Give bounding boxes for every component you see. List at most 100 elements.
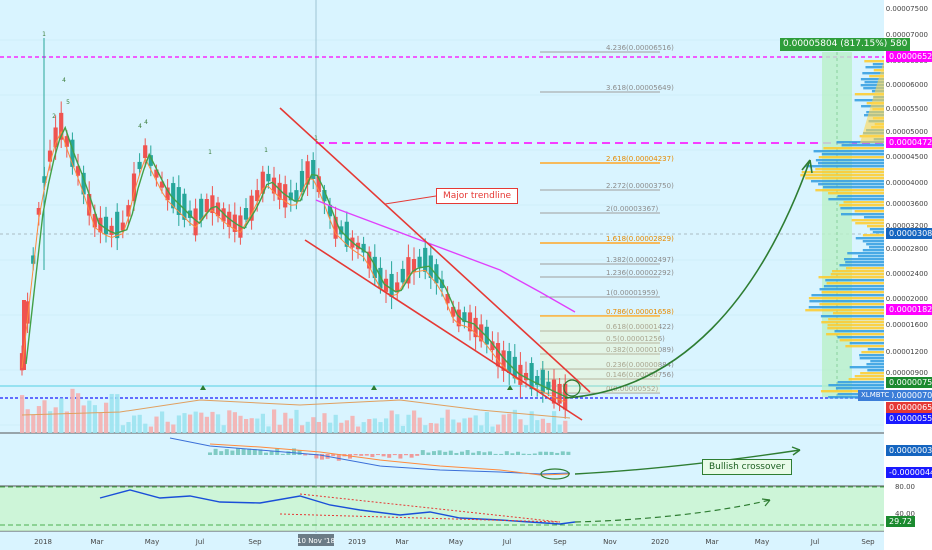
profile-bar	[872, 63, 884, 66]
price-axis-tick: 0.00005500	[886, 105, 928, 113]
time-axis-label: May	[145, 538, 159, 546]
fib-level-label: 0.5(0.00001256)	[606, 335, 665, 343]
candle-body	[221, 208, 226, 222]
profile-bar	[818, 183, 884, 186]
volume-bar	[507, 413, 512, 433]
time-axis-label: Sep	[248, 538, 262, 546]
profile-bar	[825, 279, 884, 282]
profile-bar	[821, 291, 884, 294]
macd-histogram-bar	[566, 451, 571, 455]
moving-averages	[21, 125, 576, 403]
rsi-divergence-line-top	[299, 493, 561, 523]
volume-bar	[484, 412, 489, 433]
profile-bar	[820, 390, 884, 393]
volume-bar	[540, 418, 545, 433]
macd-histogram-bar	[409, 454, 414, 458]
time-axis-label: Sep	[553, 538, 567, 546]
volume-bar	[48, 411, 53, 433]
macd-histogram-bar	[544, 451, 548, 455]
candle-body	[507, 351, 512, 373]
profile-bar	[828, 198, 884, 201]
candle-body	[294, 190, 299, 202]
volume-bar	[501, 414, 506, 433]
candle-body	[305, 161, 310, 185]
volume-bar	[277, 424, 282, 433]
ema-slow-line	[25, 125, 570, 399]
macd-histogram-bar	[460, 451, 464, 455]
volume-bar	[143, 423, 148, 433]
price-highlight-label: 0.00004721	[886, 137, 932, 148]
time-axis-label: Mar	[705, 538, 718, 546]
fib-zone-fill	[540, 316, 660, 393]
volume-bar	[395, 414, 400, 433]
profile-bar	[830, 273, 884, 276]
profile-bar	[828, 318, 884, 321]
profile-bar	[837, 336, 884, 339]
profile-bar	[859, 357, 884, 360]
profile-bar	[818, 156, 884, 159]
time-axis-label: Jul	[195, 538, 205, 546]
volume-bar	[350, 415, 355, 433]
candle-body	[372, 256, 377, 279]
volume-bar	[204, 416, 209, 433]
volume-bar	[53, 407, 58, 433]
profile-bar	[826, 333, 884, 336]
candle-body	[283, 184, 288, 208]
volume-bar	[535, 420, 540, 433]
candle-count-label: 4	[138, 123, 142, 130]
profile-bar	[839, 264, 884, 267]
macd-histogram-bar	[286, 451, 291, 455]
profile-bar	[823, 186, 884, 189]
volume-bar	[132, 415, 137, 433]
fib-level-label: 0.236(0.00000884)	[606, 361, 674, 369]
volume-bar	[333, 414, 338, 433]
volume-bar	[87, 400, 92, 433]
rsi-axis-tick: 80.00	[895, 483, 915, 491]
candle-body	[288, 192, 293, 201]
price-axis-tick: 0.00003600	[886, 200, 928, 208]
macd-histogram-bar	[426, 452, 431, 455]
volume-bar	[445, 409, 450, 433]
candle-body	[529, 363, 534, 390]
macd-histogram-bar	[527, 453, 532, 455]
candle-body	[411, 259, 417, 272]
price-highlight-label: 0.00000701	[886, 390, 932, 401]
profile-bar	[872, 231, 884, 234]
trend-channel	[279, 107, 813, 421]
candle-body	[423, 247, 428, 272]
volume-bar	[417, 417, 422, 433]
profile-bar	[864, 81, 884, 84]
profile-bar	[843, 201, 884, 204]
profile-bar	[832, 312, 884, 315]
candle-body	[64, 136, 69, 147]
macd-histogram-bar	[241, 448, 246, 455]
candle-body	[25, 301, 30, 324]
volume-bar	[428, 422, 433, 433]
candle-count-label: 1	[208, 149, 212, 156]
volume-bar	[552, 411, 557, 433]
rsi-band	[0, 487, 884, 531]
candle-body	[535, 375, 540, 385]
volume-bar	[176, 415, 181, 433]
candle-count-label: 2	[52, 113, 56, 120]
macd-histogram-bar	[510, 453, 515, 455]
volume-bar	[199, 412, 204, 433]
candle-body	[137, 161, 142, 170]
volume-bar	[434, 423, 439, 433]
profile-bar	[837, 195, 884, 198]
macd-value-label: -0.00000440	[886, 467, 932, 478]
candle-body	[154, 169, 159, 178]
macd-histogram-bar	[208, 452, 212, 455]
candle-body	[182, 193, 187, 220]
volume-bar	[367, 419, 372, 433]
crossover-circle	[540, 468, 570, 480]
volume-bar	[378, 422, 383, 433]
profile-bar	[862, 249, 884, 252]
volume-bar	[389, 410, 394, 433]
profile-bar	[855, 222, 884, 225]
candle-body	[81, 172, 86, 195]
profile-bar	[827, 327, 884, 330]
candle-body	[92, 214, 97, 228]
profile-bar	[805, 165, 884, 168]
